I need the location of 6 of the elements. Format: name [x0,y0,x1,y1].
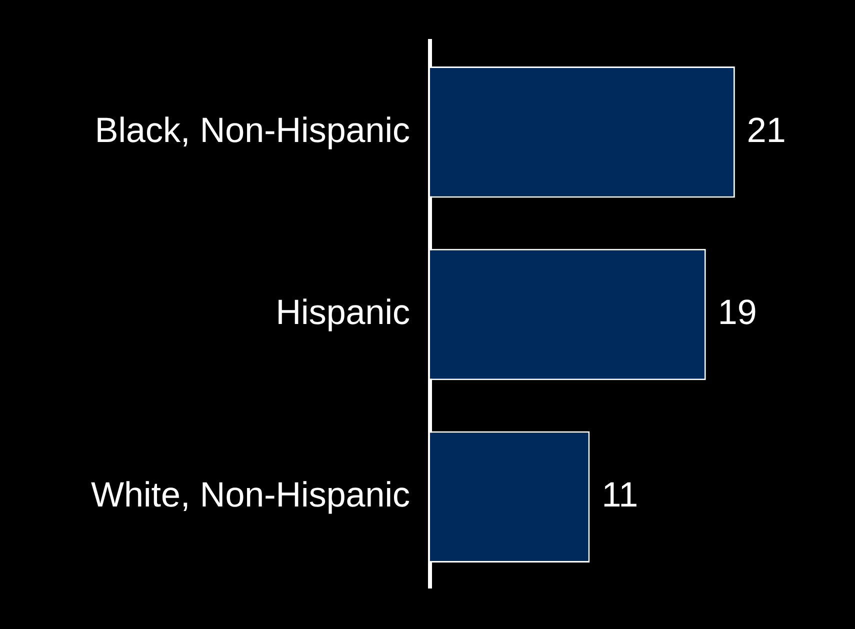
data-label: 19 [718,293,757,332]
data-label: 11 [602,475,638,514]
data-label: 21 [746,110,786,150]
y-tick-label: Black, Non-Hispanic [94,110,410,150]
y-tick-label: White, Non-Hispanic [91,475,410,514]
y-tick-label: Hispanic [276,293,410,332]
